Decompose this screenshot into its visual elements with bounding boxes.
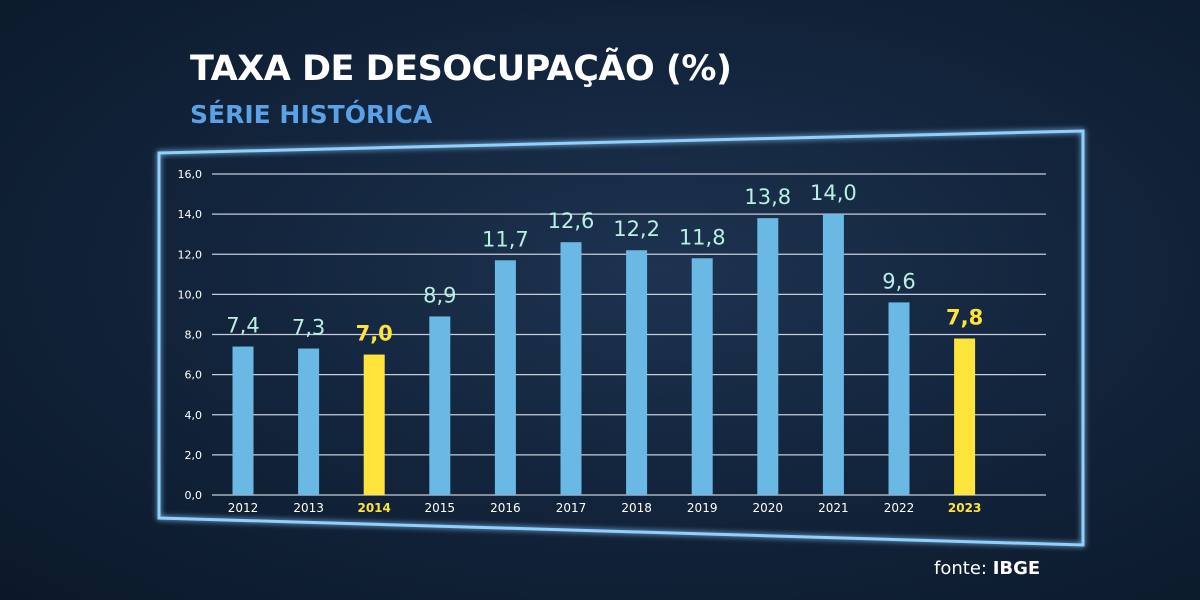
y-tick-label: 14,0: [178, 208, 203, 221]
source-prefix: fonte:: [934, 558, 987, 579]
data-label-2015: 8,9: [423, 283, 456, 307]
chart-frame: [157, 129, 1085, 547]
bar-2019: [691, 258, 713, 495]
data-label-2018: 12,2: [613, 217, 660, 241]
source-note: fonte: IBGE: [934, 560, 1040, 578]
x-tick-label-2012: 2012: [228, 501, 259, 515]
y-tick-label: 0,0: [185, 489, 203, 502]
data-label-2020: 13,8: [744, 185, 791, 209]
data-label-2022: 9,6: [882, 269, 915, 293]
data-label-2013: 7,3: [292, 316, 325, 340]
x-tick-label-2019: 2019: [687, 501, 718, 515]
x-tick-label-2015: 2015: [425, 501, 456, 515]
bar-2017: [560, 242, 582, 495]
data-label-2017: 12,6: [548, 209, 595, 233]
y-tick-label: 6,0: [185, 369, 203, 382]
y-tick-label: 16,0: [178, 168, 203, 181]
source-name: IBGE: [992, 558, 1041, 579]
bars: [232, 214, 976, 495]
x-tick-label-2013: 2013: [293, 501, 324, 515]
bar-2022: [888, 302, 910, 495]
chart-title: TAXA DE DESOCUPAÇÃO (%): [190, 49, 732, 89]
x-tick-label-2017: 2017: [556, 501, 587, 515]
x-tick-label-2020: 2020: [753, 501, 784, 515]
data-label-2023: 7,8: [946, 306, 983, 330]
y-tick-label: 4,0: [185, 409, 203, 422]
y-tick-label: 10,0: [178, 288, 203, 301]
data-label-2016: 11,7: [482, 227, 529, 251]
x-tick-label-2016: 2016: [490, 501, 521, 515]
data-label-2014: 7,0: [356, 322, 393, 346]
bar-2018: [626, 250, 648, 495]
x-axis-ticks: 2012 2013 2014 2015 2016 2017 2018 2019 2020 2021…: [228, 501, 982, 515]
bar-2020: [757, 218, 779, 495]
x-tick-label-2018: 2018: [621, 501, 652, 515]
chart-subtitle: SÉRIE HISTÓRICA: [190, 100, 433, 129]
data-label-2021: 14,0: [810, 181, 857, 205]
data-label-2012: 7,4: [226, 314, 259, 338]
x-tick-label-2022: 2022: [884, 501, 915, 515]
bar-2015: [429, 316, 451, 495]
x-tick-label-2014: 2014: [357, 501, 390, 515]
bar-2013: [298, 348, 320, 495]
x-tick-label-2023: 2023: [948, 501, 981, 515]
y-axis-ticks: 0,0 2,0 4,0 6,0 8,0 10,0 12,0 14,0 16,0: [178, 168, 203, 502]
data-label-2019: 11,8: [679, 225, 726, 249]
bar-2012: [232, 346, 254, 495]
data-labels: 7,4 7,3 7,0 8,9 11,7 12,6 12,2 11,8 13,8 14,0 9,6 7…: [226, 181, 983, 345]
y-tick-label: 2,0: [185, 449, 203, 462]
bar-2016: [494, 260, 516, 495]
bar-2021: [822, 214, 844, 495]
bar-2014: [363, 354, 385, 495]
y-tick-label: 8,0: [185, 329, 203, 342]
x-tick-label-2021: 2021: [818, 501, 849, 515]
bar-2023: [954, 338, 976, 495]
y-tick-label: 12,0: [178, 248, 203, 261]
